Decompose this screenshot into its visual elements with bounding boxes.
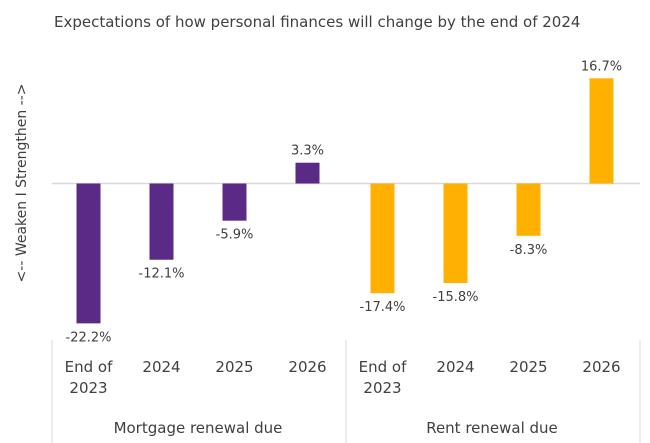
- data-label-1-3: -5.9%: [216, 228, 254, 243]
- x-tick-label-1-1-1: End of: [65, 358, 113, 376]
- x-tick-label-1-3-1: 2025: [215, 358, 253, 376]
- x-tick-label-2-4-1: 2026: [582, 358, 620, 376]
- chart-title: Expectations of how personal finances wi…: [54, 13, 580, 31]
- y-axis-label: <-- Weaken I Strengthen -->: [14, 84, 30, 283]
- plot-area: -22.2% End of 2023 -12.1% 2024 -5.9% 2025 3.3% 2…: [51, 59, 641, 443]
- bar-2-4: [589, 78, 614, 184]
- data-label-1-1: -22.2%: [66, 330, 112, 345]
- bar-1-1: [76, 183, 101, 324]
- data-label-2-1: -17.4%: [360, 300, 406, 315]
- x-tick-label-1-1-2: 2023: [69, 379, 107, 397]
- x-tick-label-1-4-1: 2026: [288, 358, 326, 376]
- x-tick-label-2-2-1: 2024: [436, 358, 474, 376]
- bar-2-1: [370, 183, 395, 294]
- bar-1-2: [149, 183, 174, 260]
- bar-2-3: [516, 183, 541, 236]
- data-label-1-2: -12.1%: [139, 267, 185, 282]
- data-label-2-4: 16.7%: [581, 59, 622, 74]
- data-label-1-4: 3.3%: [291, 144, 324, 159]
- data-label-2-2: -15.8%: [433, 290, 479, 305]
- group-label-2: Rent renewal due: [426, 419, 558, 437]
- x-tick-label-1-2-1: 2024: [142, 358, 180, 376]
- x-tick-label-2-1-1: End of: [359, 358, 407, 376]
- bar-1-4: [295, 162, 320, 184]
- group-label-1: Mortgage renewal due: [114, 419, 283, 437]
- data-label-2-3: -8.3%: [510, 243, 548, 258]
- x-tick-label-2-1-2: 2023: [363, 379, 401, 397]
- bar-2-2: [443, 183, 468, 284]
- x-tick-label-2-3-1: 2025: [509, 358, 547, 376]
- bar-1-3: [222, 183, 247, 221]
